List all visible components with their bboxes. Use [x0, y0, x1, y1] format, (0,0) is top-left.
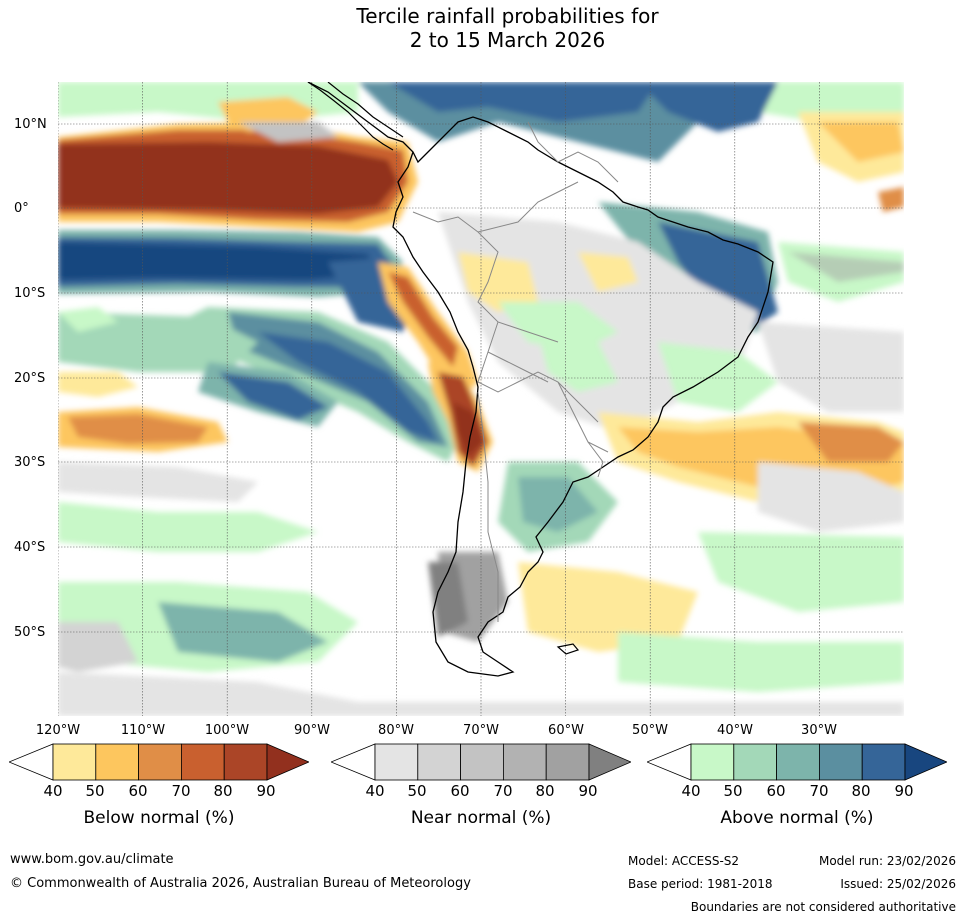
tick-label: 80: [851, 782, 871, 800]
colorbar-below-normal: [9, 743, 309, 781]
base-period-text: Base period: 1981-2018: [628, 877, 773, 891]
colorbar-segment: [776, 743, 820, 781]
tick-label: 40: [365, 782, 385, 800]
colorbar-arrow-low: [331, 743, 376, 781]
website-text: www.bom.gov.au/climate: [10, 852, 174, 867]
colorbar-near-normal: [331, 743, 631, 781]
lon-label: 60°W: [548, 723, 584, 738]
colorbar-arrow-low: [9, 743, 54, 781]
coastline-south-america: [307, 82, 774, 677]
colorbar-above-normal: [647, 743, 947, 781]
tick-label: 80: [213, 782, 233, 800]
lat-label: 40°S: [14, 540, 46, 555]
tick-label: 50: [723, 782, 743, 800]
country-borders: [412, 121, 619, 622]
model-run-text: Model run: 23/02/2026: [818, 854, 956, 868]
tick-label: 90: [578, 782, 598, 800]
lon-label: 70°W: [463, 723, 499, 738]
colorbar-segment: [690, 743, 735, 781]
colorbar-segment: [861, 743, 906, 781]
tick-label: 90: [256, 782, 276, 800]
colorbar-segment: [502, 743, 547, 781]
tick-label: 60: [450, 782, 470, 800]
colorbar-segment: [52, 743, 97, 781]
tick-label: 70: [171, 782, 191, 800]
lat-label: 30°S: [14, 455, 46, 470]
tick-label: 90: [894, 782, 914, 800]
lon-label: 100°W: [204, 723, 250, 738]
tick-label: 80: [535, 782, 555, 800]
coastline-central-america: [307, 82, 404, 151]
colorbar-segment: [733, 743, 778, 781]
colorbar-segment: [138, 743, 182, 781]
graticule: [58, 82, 904, 716]
tick-label: 40: [43, 782, 63, 800]
colorbar-near-title: Near normal (%): [410, 808, 552, 828]
falkland-islands: [556, 643, 580, 655]
lon-label: 120°W: [35, 723, 81, 738]
lon-label: 90°W: [294, 723, 330, 738]
colorbar-segment: [417, 743, 462, 781]
lat-label: 50°S: [14, 625, 46, 640]
tick-label: 70: [809, 782, 829, 800]
lat-label: 10°S: [14, 286, 46, 301]
issued-text: Issued: 25/02/2026: [840, 877, 956, 891]
colorbar-below-title: Below normal (%): [83, 808, 235, 828]
colorbar-segment: [95, 743, 140, 781]
lat-label: 10°N: [14, 117, 47, 132]
colorbar-arrow-high: [588, 743, 631, 781]
lon-label: 110°W: [120, 723, 166, 738]
map-title: Tercile rainfall probabilities for 2 to …: [0, 4, 965, 52]
rainfall-probability-map: [58, 82, 904, 716]
disclaimer-text: Boundaries are not considered authoritat…: [690, 900, 956, 914]
model-text: Model: ACCESS-S2: [628, 854, 740, 868]
colorbar-segment: [374, 743, 419, 781]
colorbar-segment: [223, 743, 268, 781]
lon-label: 40°W: [717, 723, 753, 738]
colorbar-segment: [545, 743, 590, 781]
colorbar-segment: [180, 743, 225, 781]
probability-shading: [58, 82, 904, 716]
colorbar-segment: [818, 743, 863, 781]
lon-label: 80°W: [378, 723, 414, 738]
title-line-2: 2 to 15 March 2026: [409, 28, 606, 52]
copyright-text: © Commonwealth of Australia 2026, Austra…: [10, 876, 471, 891]
tick-label: 50: [85, 782, 105, 800]
colorbar-segment: [460, 743, 504, 781]
title-line-1: Tercile rainfall probabilities for: [356, 4, 659, 28]
tick-label: 60: [766, 782, 786, 800]
lon-label: 50°W: [632, 723, 668, 738]
colorbar-arrow-high: [266, 743, 309, 781]
tick-label: 50: [407, 782, 427, 800]
colorbar-arrow-low: [647, 743, 692, 781]
colorbar-arrow-high: [904, 743, 947, 781]
tick-label: 60: [128, 782, 148, 800]
tick-label: 40: [681, 782, 701, 800]
colorbar-above-title: Above normal (%): [720, 808, 874, 828]
tick-label: 70: [493, 782, 513, 800]
lon-label: 30°W: [801, 723, 837, 738]
lat-label: 20°S: [14, 371, 46, 386]
lat-label: 0°: [14, 201, 29, 216]
